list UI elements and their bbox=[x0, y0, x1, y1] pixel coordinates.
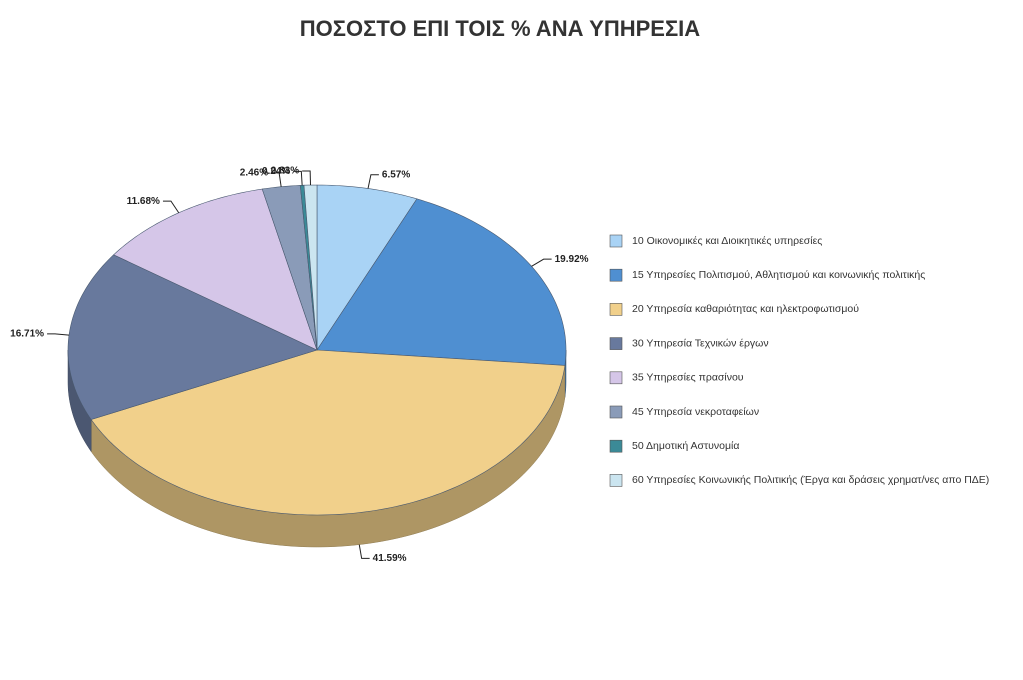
data-label: 2.46% bbox=[240, 168, 268, 179]
pie-slice bbox=[113, 188, 318, 351]
leader-line bbox=[367, 174, 379, 189]
legend-swatch bbox=[609, 405, 623, 419]
data-label: 41.59% bbox=[373, 553, 407, 564]
data-label: 0.83% bbox=[271, 166, 299, 177]
legend-label: 35 Υπηρεσίες πρασίνου bbox=[632, 372, 744, 384]
leader-line bbox=[271, 172, 282, 187]
legend-swatch bbox=[609, 303, 623, 316]
pie-slice bbox=[67, 254, 318, 420]
legend-swatch bbox=[609, 371, 623, 385]
leader-line bbox=[293, 170, 303, 186]
leader-line bbox=[47, 333, 70, 336]
legend-label: 50 Δημοτική Αστυνομία bbox=[632, 440, 739, 452]
legend-swatch bbox=[609, 439, 623, 453]
pie-slice bbox=[90, 349, 566, 516]
legend-label: 15 Υπηρεσίες Πολιτισμού, Αθλητισμού και … bbox=[632, 269, 925, 281]
pie-slice bbox=[303, 184, 318, 351]
legend-label: 60 Υπηρεσίες Κοινωνικής Πολιτικής (Έργα … bbox=[632, 474, 989, 486]
legend-label: 30 Υπηρεσία Τεχνικών έργων bbox=[632, 337, 769, 349]
legend-label: 20 Υπηρεσία καθαριότητας και ηλεκτροφωτι… bbox=[632, 303, 859, 315]
legend-label: 45 Υπηρεσία νεκροταφείων bbox=[632, 406, 759, 418]
leader-line bbox=[531, 258, 552, 267]
pie-slice bbox=[316, 198, 567, 366]
legend-swatch bbox=[609, 474, 623, 487]
chart-title: ΠΟΣΟΣΤΟ ΕΠΙ ΤΟΙΣ % ΑΝΑ ΥΠΗΡΕΣΙΑ bbox=[300, 16, 700, 41]
pie-slice bbox=[316, 184, 418, 351]
legend-label: 10 Οικονομικές και Διοικητικές υπηρεσίες bbox=[632, 235, 822, 247]
legend-swatch bbox=[609, 234, 623, 248]
legend-swatch bbox=[609, 268, 623, 282]
data-label: 19.92% bbox=[555, 254, 589, 265]
data-label: 0.24% bbox=[262, 166, 290, 177]
leader-line bbox=[358, 544, 370, 559]
leader-line bbox=[302, 170, 312, 186]
data-label: 6.57% bbox=[382, 169, 410, 180]
legend-swatch bbox=[609, 337, 623, 350]
data-label: 11.68% bbox=[127, 196, 160, 207]
leader-line bbox=[162, 200, 180, 214]
data-label: 16.71% bbox=[10, 329, 44, 340]
